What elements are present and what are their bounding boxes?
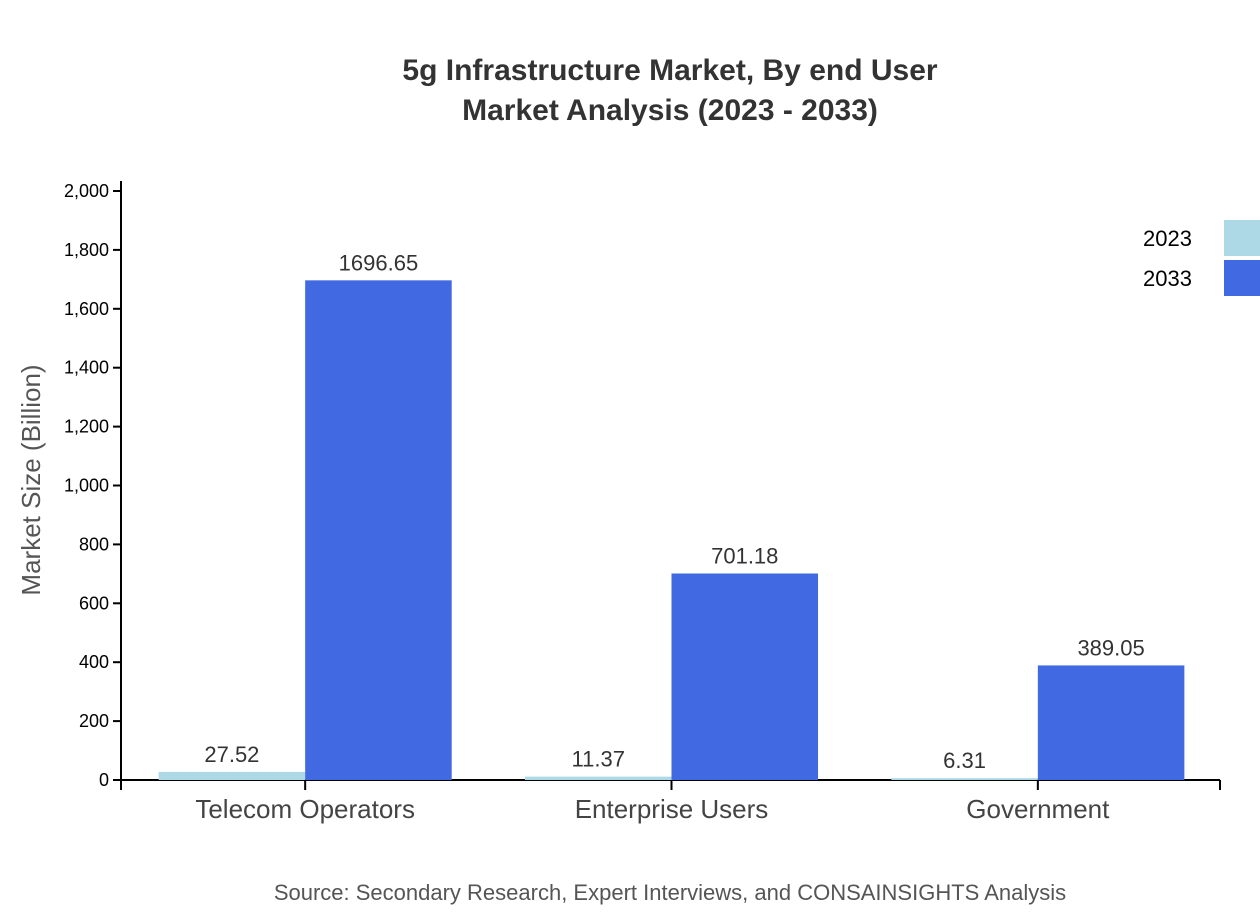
y-tick-label: 800 (79, 534, 109, 554)
y-tick-label: 1,200 (64, 417, 109, 437)
data-label: 389.05 (1077, 635, 1144, 660)
y-tick-label: 400 (79, 652, 109, 672)
y-tick-label: 2,000 (64, 181, 109, 201)
legend-label: 2023 (1143, 226, 1192, 251)
chart-title-line1: 5g Infrastructure Market, By end User (402, 54, 937, 87)
y-tick-label: 200 (79, 711, 109, 731)
bar-2023 (158, 771, 306, 780)
y-tick-label: 1,800 (64, 240, 109, 260)
legend-swatch-2023 (1224, 220, 1260, 256)
data-label: 11.37 (572, 747, 625, 772)
source-note: Source: Secondary Research, Expert Inter… (274, 880, 1066, 905)
data-label: 701.18 (711, 544, 778, 569)
bar-2033 (305, 280, 452, 780)
bar-2023 (524, 776, 672, 780)
data-label: 1696.65 (339, 250, 419, 275)
y-tick-label: 1,000 (64, 476, 109, 496)
bar-2023 (891, 778, 1038, 780)
y-tick-label: 0 (99, 770, 109, 790)
bar-2033 (671, 573, 819, 780)
bar-2033 (1037, 665, 1185, 780)
x-tick-label: Telecom Operators (195, 794, 415, 824)
data-label: 6.31 (943, 748, 986, 773)
legend-label: 2033 (1143, 266, 1192, 291)
x-tick-label: Government (966, 794, 1110, 824)
y-tick-label: 1,600 (64, 299, 109, 319)
chart-title-line2: Market Analysis (2023 - 2033) (462, 94, 878, 127)
y-axis-label: Market Size (Billion) (16, 364, 46, 595)
y-tick-label: 600 (79, 593, 109, 613)
legend-swatch-2033 (1224, 260, 1260, 296)
data-label: 27.52 (204, 742, 259, 767)
y-tick-label: 1,400 (64, 358, 109, 378)
x-tick-label: Enterprise Users (575, 794, 769, 824)
